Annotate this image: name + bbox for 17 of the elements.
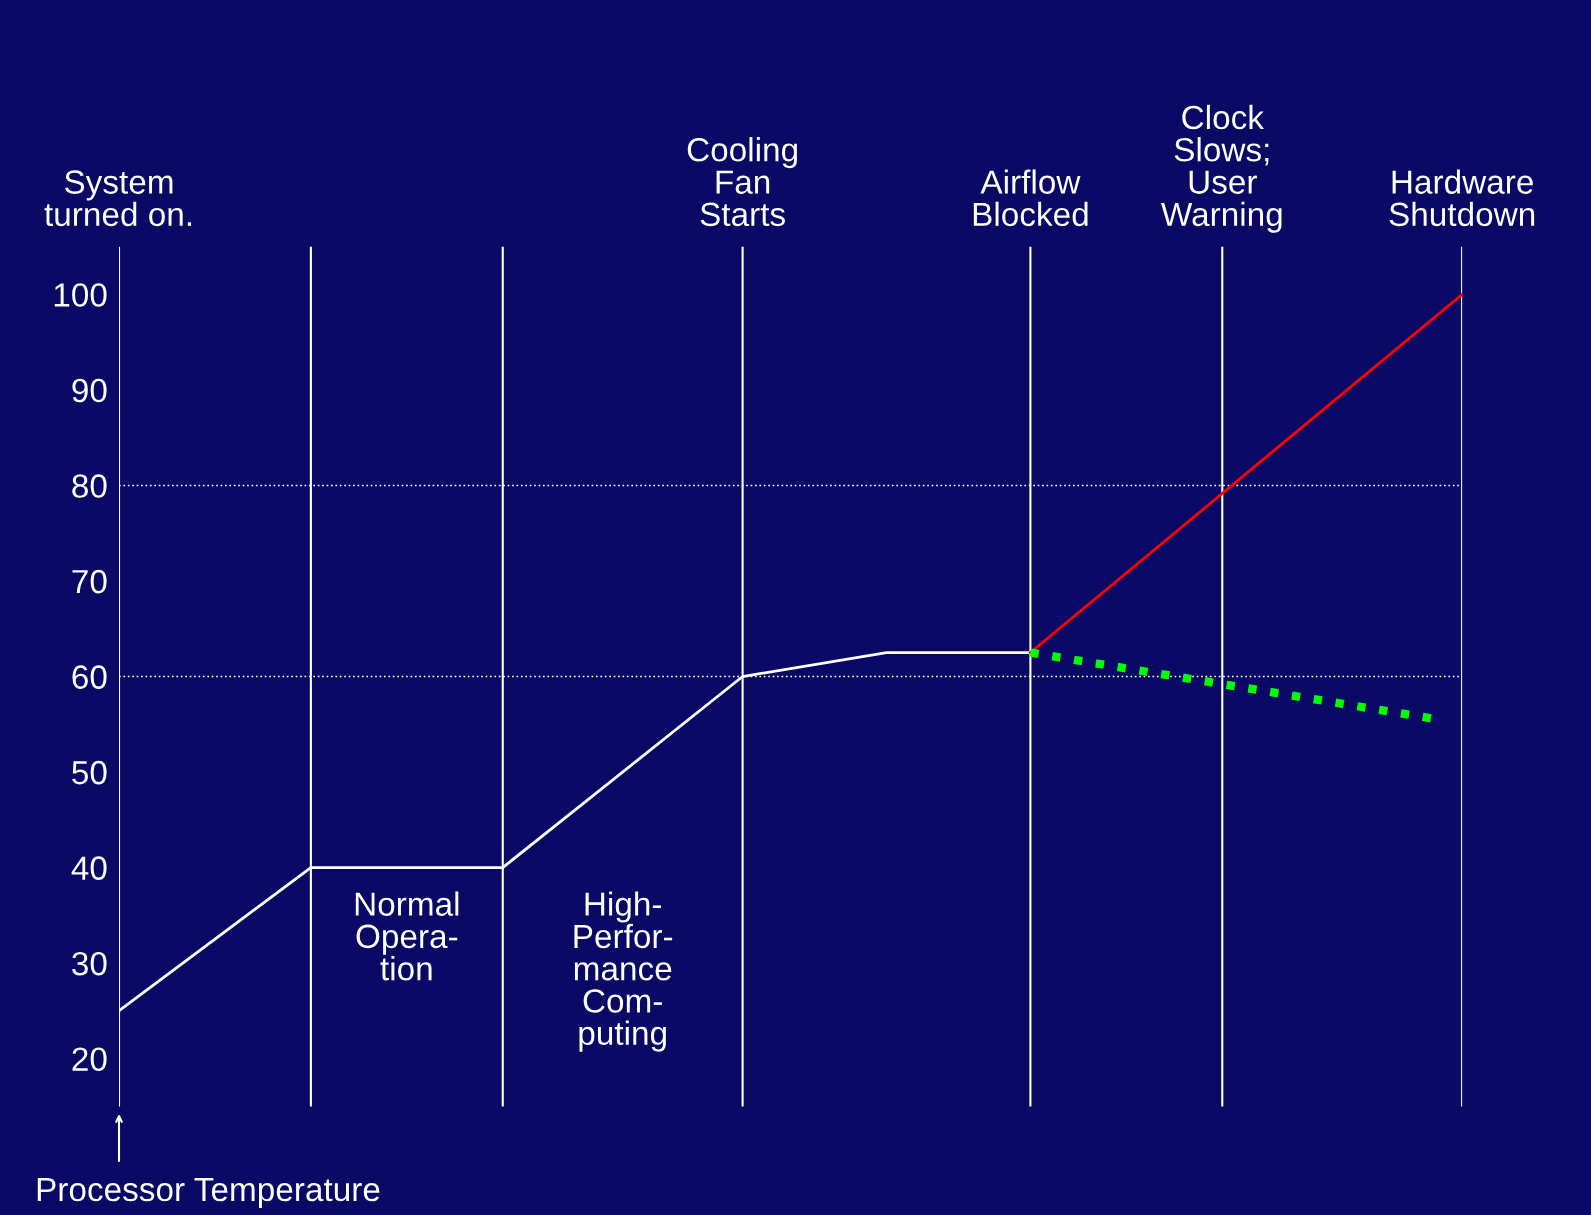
x-tick-label: Cooling Fan Starts bbox=[687, 137, 797, 227]
y-tick-label: 50 bbox=[72, 760, 107, 785]
x-tick-label: System turned on. bbox=[44, 170, 192, 227]
y-tick-label: 70 bbox=[72, 569, 107, 594]
y-axis-title: Processor Temperature bbox=[37, 1178, 380, 1208]
y-tick-label: 40 bbox=[71, 856, 107, 880]
y-tick-label: 80 bbox=[72, 474, 107, 498]
y-tick-label: 30 bbox=[72, 951, 107, 976]
x-tick-label: Hardware Shutdown bbox=[1389, 169, 1535, 227]
x-tick-label: Airflow Blocked bbox=[973, 169, 1088, 227]
y-tick-label: 60 bbox=[72, 665, 107, 689]
y-tick-label: 90 bbox=[72, 378, 107, 403]
y-tick-label: 100 bbox=[54, 283, 107, 307]
annotation: Normal Opera- tion bbox=[355, 891, 459, 981]
x-tick-label: Clock Slows; User Warning bbox=[1161, 104, 1282, 233]
y-tick-label: 20 bbox=[72, 1047, 107, 1072]
annotation: High- Perfor- mance Com- puting bbox=[574, 891, 673, 1052]
